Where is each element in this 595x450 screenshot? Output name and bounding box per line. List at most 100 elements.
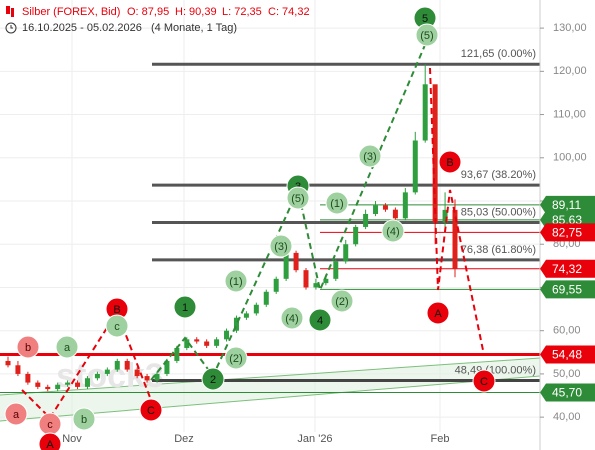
y-tick-label: 120,00 <box>553 65 587 77</box>
candle-body <box>233 317 239 331</box>
wave-path-green <box>150 44 426 381</box>
candle-body <box>412 140 418 193</box>
y-tick-label: 130,00 <box>553 22 587 34</box>
wave-marker <box>72 407 96 431</box>
fib-label: 85,03 (50.00%) <box>461 206 536 218</box>
candle-body <box>45 386 51 390</box>
wave-label: A <box>434 308 442 320</box>
candle-body <box>174 347 180 361</box>
price-tag <box>540 223 595 242</box>
candle-body <box>382 205 388 210</box>
y-tick-label: 50,00 <box>553 368 581 380</box>
wave-marker <box>224 346 248 370</box>
candle-body <box>392 209 398 219</box>
wave-marker <box>269 234 293 258</box>
watermark: stock3 <box>56 357 164 395</box>
wave-label: b <box>81 414 87 426</box>
candle-body <box>353 226 359 245</box>
candle-body <box>373 205 379 214</box>
candle-body <box>35 382 41 387</box>
waves: 5(5)B(3)3(5)(1)(4)(3)(1)(2)(4)41A(2)2CCB… <box>4 6 496 450</box>
wave-marker <box>38 432 62 450</box>
candle-body <box>75 382 81 387</box>
wave-label: 5 <box>422 13 428 25</box>
candle-body <box>15 365 21 374</box>
logo <box>6 6 10 14</box>
wave-label: (1) <box>330 198 343 210</box>
price-tag <box>540 345 595 364</box>
x-tick-label: Nov <box>62 433 82 445</box>
wave-label: (1) <box>229 276 242 288</box>
fib-label: 93,67 (38.20%) <box>461 169 536 181</box>
ohlc: C: 74,32 <box>268 6 310 18</box>
candle-body <box>323 278 329 284</box>
candle-body <box>243 313 249 318</box>
wave-path-red <box>21 309 152 420</box>
wave-label: c <box>47 419 53 431</box>
clock-icon <box>5 22 17 34</box>
price-tag-label: 45,70 <box>552 386 582 400</box>
wave-label: C <box>147 405 155 417</box>
wave-label: (2) <box>229 353 242 365</box>
candle-body <box>253 304 259 314</box>
candle-body <box>114 360 120 370</box>
wave-marker <box>330 289 354 313</box>
candle-body <box>343 244 349 262</box>
price-tag-label: 89,11 <box>552 198 581 212</box>
candle-body <box>65 382 71 385</box>
wave-marker <box>286 186 310 210</box>
wave-label: (4) <box>285 313 298 325</box>
wave-label: a <box>13 409 20 421</box>
clock-icon <box>10 25 13 29</box>
wave-marker <box>472 369 496 393</box>
candle-body <box>273 278 279 292</box>
channel <box>0 358 540 421</box>
wave-label: C <box>480 376 488 388</box>
price-tag <box>540 195 595 214</box>
candle-body <box>313 283 319 288</box>
y-tick-label: 100,00 <box>553 152 587 164</box>
wave-marker <box>4 402 28 426</box>
wave-label: B <box>446 157 453 169</box>
candle-body <box>214 339 220 346</box>
wave-label: B <box>113 304 120 316</box>
candle-body <box>124 360 130 370</box>
wave-marker <box>358 144 382 168</box>
wave-marker <box>426 301 450 325</box>
fib-label: 121,65 (0.00%) <box>461 48 536 60</box>
wave-path-red <box>429 67 485 356</box>
ohlc: H: 90,39 <box>175 6 217 18</box>
wave-label: c <box>114 321 120 333</box>
channel-line <box>0 357 541 396</box>
y-tick-label: 60,00 <box>553 325 581 337</box>
candle-body <box>442 209 448 223</box>
wave-marker <box>308 308 332 332</box>
candle-body <box>144 376 150 381</box>
wave-marker <box>173 295 197 319</box>
logo <box>11 8 14 17</box>
price-tag-label: 74,32 <box>552 262 582 276</box>
price-tag-label: 82,75 <box>552 226 582 240</box>
wave-label: 1 <box>182 302 188 314</box>
x-tick-label: Jan '26 <box>297 433 332 445</box>
candle-body <box>94 373 100 379</box>
wave-marker <box>201 367 225 391</box>
candle-body <box>184 339 190 348</box>
y-tick-label: 40,00 <box>553 411 581 423</box>
wave-marker <box>280 306 304 330</box>
wave-marker <box>105 314 129 338</box>
candle-body <box>402 192 408 219</box>
wave-marker <box>325 191 349 215</box>
candle-body <box>55 384 61 390</box>
candle-body <box>25 373 31 383</box>
period: (4 Monate, 1 Tag) <box>151 22 237 34</box>
candle-body <box>283 252 289 279</box>
candles <box>5 64 458 392</box>
price-tag <box>540 280 595 299</box>
wave-label: 2 <box>210 374 216 386</box>
price-tag-label: 54,48 <box>552 348 582 362</box>
candle-body <box>422 84 428 141</box>
wave-label: A <box>46 439 54 450</box>
